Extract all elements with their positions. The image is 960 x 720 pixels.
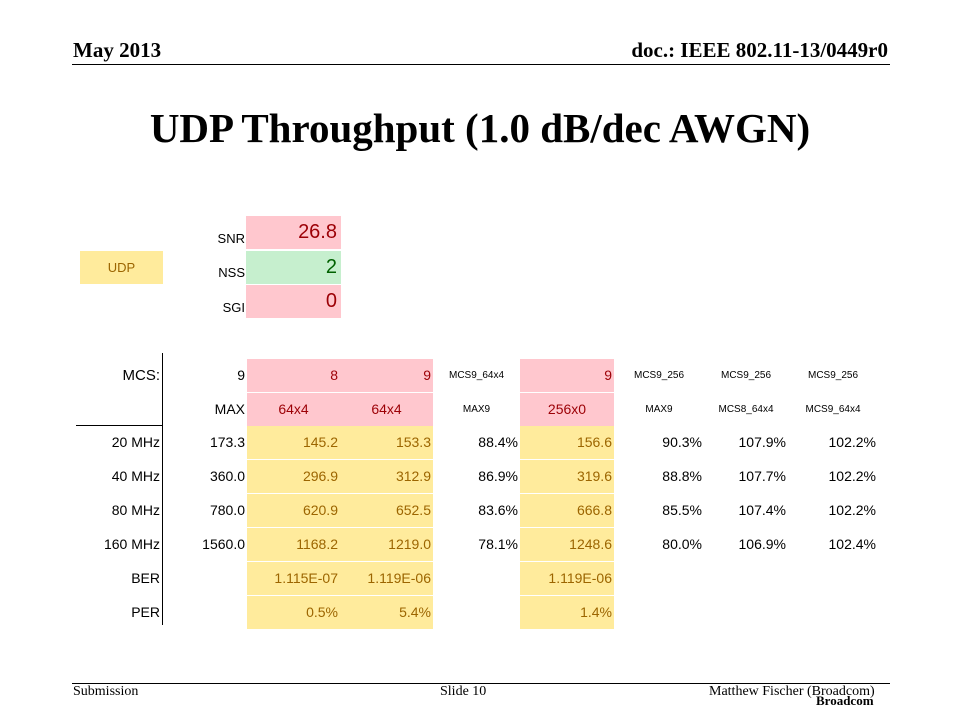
table-cell: 319.6 bbox=[520, 460, 614, 493]
footer-submission: Submission bbox=[73, 684, 139, 699]
table-cell: 107.7% bbox=[738, 468, 786, 484]
table-cell bbox=[433, 596, 520, 629]
mcs-col-6: MCS9_256 bbox=[633, 370, 685, 381]
row-label: 40 MHz bbox=[111, 468, 160, 484]
mcs-col-4: MCS9_64x4 bbox=[448, 370, 505, 381]
table-cell: 145.2 bbox=[247, 426, 340, 459]
table-cell: 360.0 bbox=[209, 468, 245, 484]
table-cell bbox=[614, 596, 704, 629]
table-cell bbox=[433, 562, 520, 595]
table-cell bbox=[704, 562, 788, 595]
table-cell: 1219.0 bbox=[340, 528, 433, 561]
table-cell: 666.8 bbox=[520, 494, 614, 527]
table-divider bbox=[162, 353, 163, 625]
mcs-col-7: MCS9_256 bbox=[720, 370, 772, 381]
row-label: 20 MHz bbox=[111, 434, 160, 450]
table-cell: 102.4% bbox=[828, 536, 876, 552]
table-cell bbox=[788, 596, 878, 629]
table-cell: 78.1% bbox=[478, 536, 518, 552]
mcs-col-3: 9 bbox=[340, 359, 433, 392]
header-date: May 2013 bbox=[73, 38, 162, 62]
table-cell bbox=[788, 562, 878, 595]
table-cell: 312.9 bbox=[340, 460, 433, 493]
table-cell: 88.8% bbox=[662, 468, 702, 484]
sub-col-5: 256x0 bbox=[520, 393, 614, 426]
mcs-col-8: MCS9_256 bbox=[807, 370, 859, 381]
table-cell: 1.119E-06 bbox=[520, 562, 614, 595]
table-cell: 1248.6 bbox=[520, 528, 614, 561]
table-cell: 88.4% bbox=[478, 434, 518, 450]
table-cell: 296.9 bbox=[247, 460, 340, 493]
table-cell: 102.2% bbox=[828, 434, 876, 450]
footer-brand: Broadcom bbox=[816, 693, 874, 708]
table-cell: 107.9% bbox=[738, 434, 786, 450]
table-cell: 86.9% bbox=[478, 468, 518, 484]
table-cell: 83.6% bbox=[478, 502, 518, 518]
table-cell: 102.2% bbox=[828, 468, 876, 484]
table-cell: 0.5% bbox=[247, 596, 340, 629]
table-cell bbox=[163, 562, 247, 595]
table-cell bbox=[704, 596, 788, 629]
table-cell: 102.2% bbox=[828, 502, 876, 518]
sub-col-7: MCS8_64x4 bbox=[718, 404, 774, 415]
table-cell: 780.0 bbox=[209, 502, 245, 518]
table-cell: 80.0% bbox=[662, 536, 702, 552]
table-cell: 85.5% bbox=[662, 502, 702, 518]
row-label: PER bbox=[131, 604, 160, 620]
sub-col-3: 64x4 bbox=[340, 393, 433, 426]
table-cell bbox=[614, 562, 704, 595]
sub-col-6: MAX9 bbox=[645, 404, 673, 415]
sgi-label: SGI bbox=[222, 300, 245, 315]
table-cell: 1.115E-07 bbox=[247, 562, 340, 595]
table-cell bbox=[163, 596, 247, 629]
table-cell: 173.3 bbox=[209, 434, 245, 450]
header-doc-id: doc.: IEEE 802.11-13/0449r0 bbox=[631, 38, 888, 62]
table-cell: 620.9 bbox=[247, 494, 340, 527]
table-cell: 90.3% bbox=[662, 434, 702, 450]
sub-col-1: MAX bbox=[214, 401, 245, 417]
slide-title: UDP Throughput (1.0 dB/dec AWGN) bbox=[149, 105, 811, 151]
table-cell: 1168.2 bbox=[247, 528, 340, 561]
sub-col-8: MCS9_64x4 bbox=[805, 404, 861, 415]
table-cell: 1.4% bbox=[520, 596, 614, 629]
snr-value: 26.8 bbox=[246, 216, 341, 249]
nss-value: 2 bbox=[246, 251, 341, 284]
table-cell: 1560.0 bbox=[202, 536, 245, 552]
mcs-col-2: 8 bbox=[247, 359, 340, 392]
nss-label: NSS bbox=[218, 265, 245, 280]
sgi-value: 0 bbox=[246, 285, 341, 318]
table-cell: 1.119E-06 bbox=[340, 562, 433, 595]
row-label: BER bbox=[131, 570, 160, 586]
header-row-rule bbox=[76, 425, 163, 426]
table-cell: 5.4% bbox=[340, 596, 433, 629]
footer-slide-number: Slide 10 bbox=[440, 684, 487, 699]
udp-label: UDP bbox=[80, 251, 163, 284]
footer-rule bbox=[72, 683, 890, 684]
row-label: 160 MHz bbox=[103, 536, 160, 552]
table-cell: 107.4% bbox=[738, 502, 786, 518]
sub-col-4: MAX9 bbox=[462, 404, 491, 415]
mcs-col-5: 9 bbox=[520, 359, 614, 392]
snr-label: SNR bbox=[217, 231, 245, 246]
header-rule bbox=[72, 64, 890, 65]
sub-col-2: 64x4 bbox=[247, 393, 340, 426]
row-label: 80 MHz bbox=[111, 502, 160, 518]
table-cell: 153.3 bbox=[340, 426, 433, 459]
table-cell: 106.9% bbox=[738, 536, 786, 552]
mcs-label: MCS: bbox=[122, 367, 161, 384]
table-cell: 156.6 bbox=[520, 426, 614, 459]
mcs-col-1: 9 bbox=[237, 367, 245, 383]
table-cell: 652.5 bbox=[340, 494, 433, 527]
footer-author: Matthew Fischer (Broadcom) bbox=[709, 684, 875, 699]
